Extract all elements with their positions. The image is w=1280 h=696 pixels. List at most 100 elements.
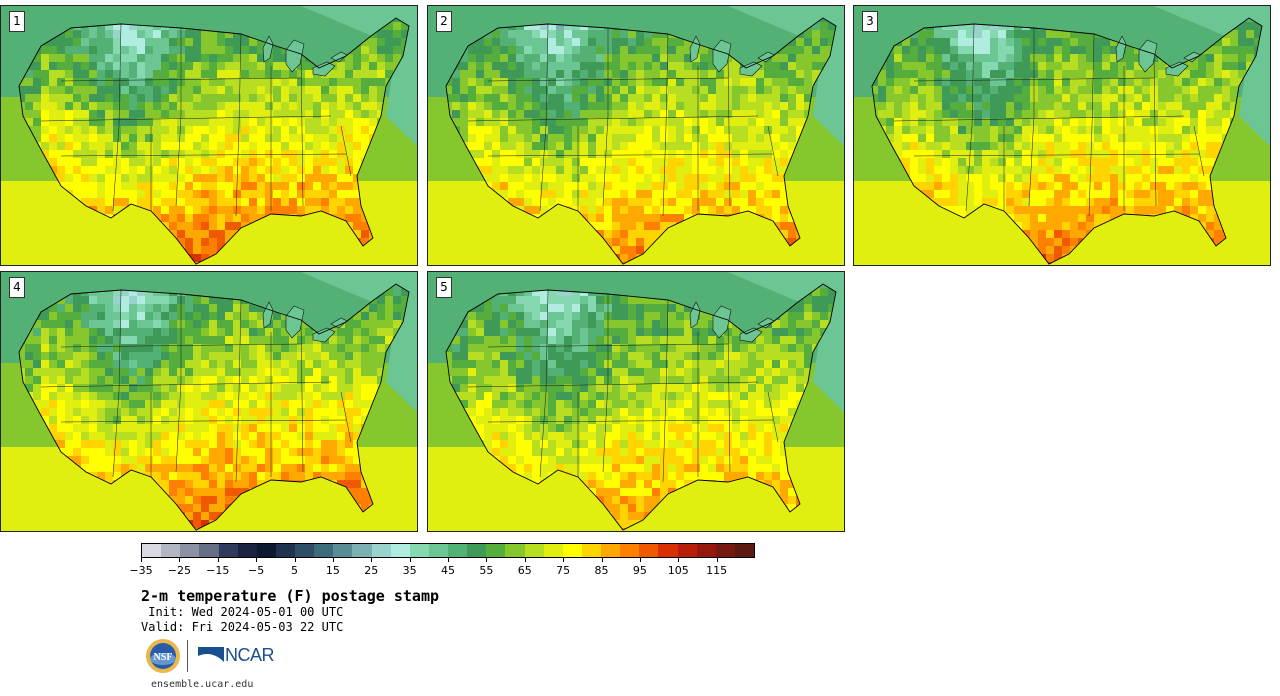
temperature-cell	[1110, 110, 1118, 118]
temperature-cell	[990, 78, 998, 86]
temperature-cell	[113, 22, 121, 30]
temperature-cell	[313, 174, 321, 182]
temperature-cell	[676, 166, 684, 174]
temperature-cell	[724, 134, 732, 142]
temperature-cell	[652, 182, 660, 190]
temperature-cell	[676, 70, 684, 78]
temperature-cell	[249, 206, 257, 214]
temperature-cell	[1142, 102, 1150, 110]
temperature-cell	[660, 86, 668, 94]
temperature-cell	[572, 54, 580, 62]
temperature-cell	[273, 174, 281, 182]
temperature-cell	[65, 174, 73, 182]
temperature-cell	[1158, 182, 1166, 190]
temperature-cell	[684, 46, 692, 54]
temperature-cell	[1174, 118, 1182, 126]
temperature-cell	[604, 238, 612, 246]
temperature-cell	[540, 118, 548, 126]
temperature-cell	[113, 110, 121, 118]
temperature-cell	[361, 238, 369, 246]
temperature-cell	[476, 118, 484, 126]
temperature-cell	[345, 54, 353, 62]
temperature-cell	[1214, 118, 1222, 126]
temperature-cell	[129, 126, 137, 134]
temperature-cell	[910, 70, 918, 78]
temperature-cell	[468, 70, 476, 78]
temperature-cell	[740, 86, 748, 94]
temperature-cell	[652, 30, 660, 38]
temperature-cell	[652, 134, 660, 142]
temperature-cell	[902, 86, 910, 94]
temperature-cell	[740, 78, 748, 86]
temperature-cell	[1118, 62, 1126, 70]
temperature-cell	[369, 70, 377, 78]
temperature-cell	[113, 166, 121, 174]
temperature-cell	[1150, 158, 1158, 166]
temperature-cell	[540, 190, 548, 198]
temperature-cell	[676, 86, 684, 94]
temperature-cell	[1086, 94, 1094, 102]
temperature-cell	[1078, 70, 1086, 78]
temperature-cell	[209, 174, 217, 182]
temperature-cell	[273, 70, 281, 78]
temperature-cell	[636, 70, 644, 78]
temperature-cell	[974, 38, 982, 46]
temperature-cell	[652, 102, 660, 110]
temperature-cell	[113, 62, 121, 70]
temperature-cell	[121, 182, 129, 190]
temperature-cell	[1222, 110, 1230, 118]
temperature-cell	[89, 166, 97, 174]
temperature-cell	[804, 54, 812, 62]
temperature-cell	[1054, 158, 1062, 166]
temperature-cell	[894, 142, 902, 150]
temperature-cell	[684, 110, 692, 118]
temperature-cell	[297, 70, 305, 78]
temperature-cell	[1182, 158, 1190, 166]
temperature-cell	[305, 70, 313, 78]
temperature-cell	[161, 166, 169, 174]
temperature-cell	[73, 38, 81, 46]
temperature-cell	[1054, 86, 1062, 94]
temperature-cell	[193, 38, 201, 46]
temperature-cell	[209, 142, 217, 150]
temperature-cell	[1174, 86, 1182, 94]
temperature-cell	[974, 198, 982, 206]
temperature-cell	[620, 158, 628, 166]
temperature-cell	[692, 174, 700, 182]
temperature-cell	[281, 134, 289, 142]
temperature-cell	[468, 94, 476, 102]
temperature-cell	[321, 110, 329, 118]
temperature-cell	[902, 134, 910, 142]
temperature-cell	[209, 78, 217, 86]
temperature-cell	[1038, 142, 1046, 150]
temperature-cell	[1246, 22, 1254, 30]
temperature-cell	[484, 102, 492, 110]
temperature-cell	[1190, 118, 1198, 126]
temperature-cell	[193, 46, 201, 54]
temperature-cell	[65, 102, 73, 110]
temperature-cell	[934, 198, 942, 206]
temperature-cell	[1070, 134, 1078, 142]
temperature-cell	[185, 190, 193, 198]
state-boundary	[662, 33, 669, 217]
temperature-cell	[950, 142, 958, 150]
temperature-cell	[966, 198, 974, 206]
temperature-cell	[492, 46, 500, 54]
temperature-cell	[628, 78, 636, 86]
temperature-cell	[902, 166, 910, 174]
temperature-cell	[628, 142, 636, 150]
temperature-cell	[273, 158, 281, 166]
temperature-cell	[958, 22, 966, 30]
temperature-cell	[990, 198, 998, 206]
temperature-cell	[121, 150, 129, 158]
temperature-cell	[337, 94, 345, 102]
temperature-cell	[249, 102, 257, 110]
temperature-cell	[1086, 198, 1094, 206]
temperature-cell	[193, 86, 201, 94]
temperature-cell	[788, 110, 796, 118]
temperature-cell	[878, 94, 886, 102]
temperature-cell	[508, 166, 516, 174]
temperature-cell	[369, 46, 377, 54]
temperature-cell	[1054, 78, 1062, 86]
temperature-cell	[1070, 190, 1078, 198]
